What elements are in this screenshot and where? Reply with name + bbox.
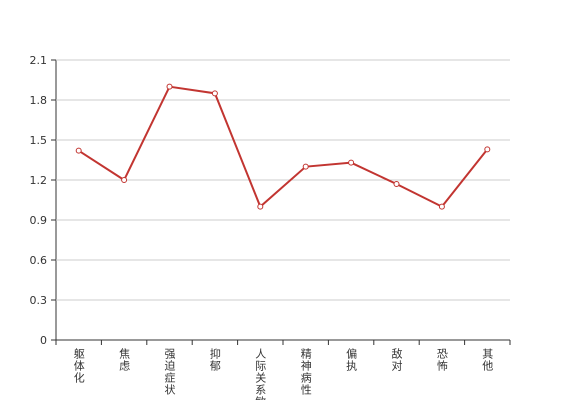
y-tick-label: 0.9 xyxy=(30,214,48,227)
point xyxy=(484,146,491,153)
x-tick-label: 其他 xyxy=(481,348,494,372)
y-tick-label: 1.5 xyxy=(30,134,48,147)
x-tick-label: 偏执 xyxy=(345,347,358,372)
point xyxy=(348,159,355,166)
x-tick-label: 人际关系敏感 xyxy=(254,348,267,400)
y-tick-label: 0 xyxy=(40,334,47,347)
point xyxy=(302,163,309,170)
line xyxy=(78,85,489,209)
point xyxy=(393,181,400,187)
point xyxy=(166,83,173,90)
point xyxy=(75,147,82,154)
x-tick-label: 焦虑 xyxy=(118,348,131,372)
y-tick-label: 0.3 xyxy=(30,294,48,307)
x-tick-label: 躯体化 xyxy=(72,348,85,384)
point xyxy=(211,90,218,97)
x-tick-label: 精神病性 xyxy=(299,348,312,396)
x-tick-label: 敌对 xyxy=(390,347,403,372)
x-tick-label: 抑郁 xyxy=(208,347,221,372)
y-tick-label: 2.1 xyxy=(30,54,48,67)
x-tick-label: 强迫症状 xyxy=(163,348,176,396)
point xyxy=(438,203,445,210)
y-tick-label: 1.2 xyxy=(30,174,48,187)
x-tick-label: 恐怖 xyxy=(435,348,448,372)
y-tick-label: 0.6 xyxy=(30,254,48,267)
y-tick-label: 1.8 xyxy=(30,94,48,107)
point xyxy=(121,177,128,183)
point xyxy=(257,203,264,210)
